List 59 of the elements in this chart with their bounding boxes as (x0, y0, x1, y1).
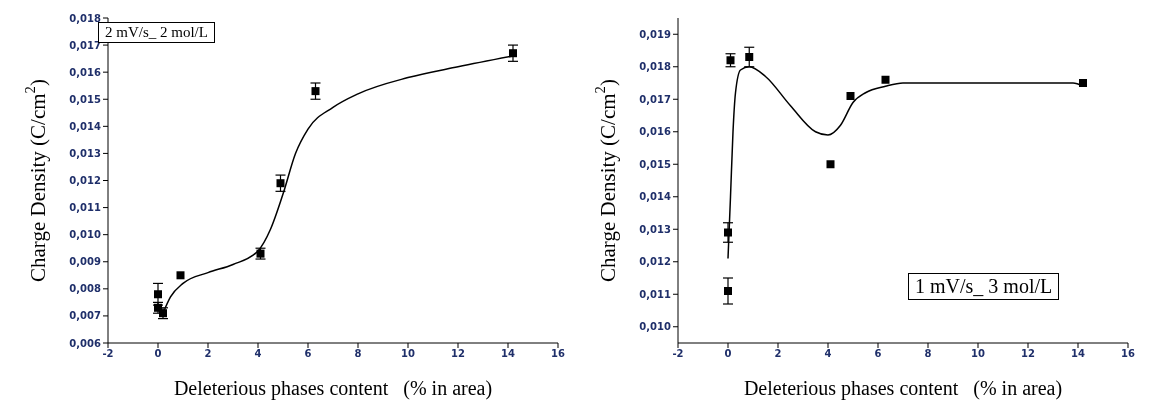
point (509, 49, 517, 58)
y-tick-label: 0,015 (639, 158, 672, 170)
annotation: 2 mV/s_ 2 mol/L (105, 24, 208, 40)
y-tick-label: 0,010 (69, 229, 102, 241)
x-tick-label: 0 (724, 348, 732, 360)
y-tick-label: 0,010 (639, 321, 672, 333)
y-tick-label: 0,018 (639, 61, 672, 73)
annotation: 1 mV/s_ 3 mol/L (908, 273, 1060, 300)
y-tick-label: 0,006 (69, 337, 102, 349)
y-tick-label: 0,012 (69, 175, 102, 187)
y-tick-label: 0,017 (639, 93, 672, 105)
y-tick-label: 0,011 (639, 288, 672, 300)
x-axis-title: Deleterious phases content (% in area) (173, 377, 493, 400)
y-tick-label: 0,015 (69, 93, 102, 105)
x-tick-label: 4 (824, 348, 832, 360)
x-tick-label: 2 (774, 348, 782, 360)
x-tick-label: 16 (1121, 348, 1135, 360)
point (154, 290, 162, 299)
point (276, 179, 285, 188)
x-tick-label: -2 (102, 348, 114, 360)
x-tick-label: 10 (971, 348, 985, 360)
x-tick-label: 8 (354, 348, 362, 360)
y-tick-label: 0,014 (69, 120, 102, 132)
x-axis-title: Deleterious phases content (% in area) (743, 377, 1063, 400)
y-tick-label: 0,012 (639, 256, 672, 268)
y-tick-label: 0,011 (69, 202, 102, 214)
x-tick-label: 10 (401, 348, 415, 360)
x-tick-label: -2 (672, 348, 684, 360)
y-tick-label: 0,016 (69, 66, 102, 78)
point (846, 92, 855, 100)
point (724, 287, 732, 295)
x-tick-label: 6 (874, 348, 882, 360)
x-tick-label: 12 (451, 348, 465, 360)
y-tick-label: 0,014 (639, 191, 672, 203)
y-tick-label: 0,013 (639, 223, 672, 235)
point (826, 160, 835, 169)
x-tick-label: 2 (204, 348, 212, 360)
y-tick-label: 0,013 (69, 147, 102, 159)
y-tick-label: 0,017 (69, 39, 102, 51)
x-tick-label: 4 (254, 348, 262, 360)
x-tick-label: 14 (501, 348, 515, 360)
x-tick-label: 0 (154, 348, 162, 360)
y-tick-label: 0,019 (639, 28, 672, 40)
y-tick-label: 0,008 (69, 283, 102, 295)
y-tick-label: 0,016 (639, 126, 672, 138)
x-tick-label: 12 (1021, 348, 1035, 360)
x-tick-label: 8 (924, 348, 932, 360)
y-tick-label: 0,009 (69, 256, 102, 268)
x-tick-label: 6 (304, 348, 312, 360)
point (745, 53, 754, 61)
y-tick-label: 0,007 (69, 310, 102, 322)
point (311, 87, 320, 96)
point (1079, 79, 1087, 87)
point (881, 75, 890, 84)
point (724, 228, 732, 237)
y-tick-label: 0,018 (69, 12, 102, 24)
point (176, 271, 185, 280)
x-tick-label: 16 (551, 348, 565, 360)
x-tick-label: 14 (1071, 348, 1085, 360)
